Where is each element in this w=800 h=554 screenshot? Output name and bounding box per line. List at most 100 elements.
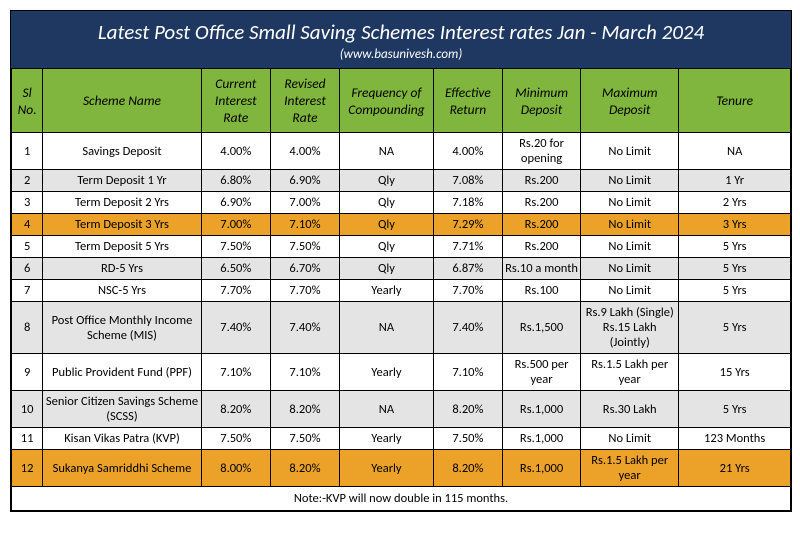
table-row: 9Public Provident Fund (PPF)7.10%7.10%Ye… [12, 354, 791, 391]
cell-sl: 8 [12, 302, 43, 354]
cell-name: Sukanya Samriddhi Scheme [43, 450, 201, 487]
cell-eff: 7.10% [433, 354, 502, 391]
header-row: Sl No. Scheme Name Current Interest Rate… [12, 69, 791, 133]
cell-name: Term Deposit 3 Yrs [43, 214, 201, 236]
col-current: Current Interest Rate [201, 69, 270, 133]
cell-eff: 7.70% [433, 280, 502, 302]
cell-min: Rs.200 [503, 192, 581, 214]
cell-freq: Yearly [340, 354, 434, 391]
cell-ten: 5 Yrs [679, 302, 791, 354]
cell-freq: Yearly [340, 450, 434, 487]
cell-ten: 5 Yrs [679, 258, 791, 280]
table-row: 4Term Deposit 3 Yrs7.00%7.10%Qly7.29%Rs.… [12, 214, 791, 236]
cell-min: Rs.1,000 [503, 428, 581, 450]
cell-rev: 7.10% [270, 354, 339, 391]
cell-sl: 10 [12, 391, 43, 428]
cell-min: Rs.10 a month [503, 258, 581, 280]
cell-eff: 7.18% [433, 192, 502, 214]
cell-max: No Limit [581, 258, 679, 280]
cell-rev: 7.00% [270, 192, 339, 214]
cell-rev: 7.10% [270, 214, 339, 236]
cell-cur: 7.50% [201, 236, 270, 258]
cell-freq: Qly [340, 192, 434, 214]
cell-name: Kisan Vikas Patra (KVP) [43, 428, 201, 450]
cell-ten: 21 Yrs [679, 450, 791, 487]
cell-rev: 7.50% [270, 428, 339, 450]
cell-cur: 6.80% [201, 170, 270, 192]
cell-freq: NA [340, 133, 434, 170]
footnote: Note:-KVP will now double in 115 months. [12, 487, 791, 511]
cell-min: Rs.1,000 [503, 391, 581, 428]
cell-max: Rs.9 Lakh (Single) Rs.15 Lakh (Jointly) [581, 302, 679, 354]
cell-name: NSC-5 Yrs [43, 280, 201, 302]
cell-freq: NA [340, 391, 434, 428]
table-row: 11Kisan Vikas Patra (KVP)7.50%7.50%Yearl… [12, 428, 791, 450]
cell-name: RD-5 Yrs [43, 258, 201, 280]
cell-cur: 7.50% [201, 428, 270, 450]
cell-ten: 1 Yr [679, 170, 791, 192]
cell-name: Senior Citizen Savings Scheme (SCSS) [43, 391, 201, 428]
cell-freq: Qly [340, 170, 434, 192]
col-scheme: Scheme Name [43, 69, 201, 133]
table-row: 12Sukanya Samriddhi Scheme8.00%8.20%Year… [12, 450, 791, 487]
cell-sl: 3 [12, 192, 43, 214]
cell-eff: 8.20% [433, 391, 502, 428]
cell-eff: 7.40% [433, 302, 502, 354]
cell-max: Rs.1.5 Lakh per year [581, 354, 679, 391]
cell-rev: 7.70% [270, 280, 339, 302]
table-body: 1Savings Deposit4.00%4.00%NA4.00%Rs.20 f… [12, 133, 791, 487]
cell-ten: 3 Yrs [679, 214, 791, 236]
cell-freq: NA [340, 302, 434, 354]
cell-name: Term Deposit 5 Yrs [43, 236, 201, 258]
cell-cur: 7.70% [201, 280, 270, 302]
cell-sl: 5 [12, 236, 43, 258]
cell-sl: 7 [12, 280, 43, 302]
table-row: 2Term Deposit 1 Yr6.80%6.90%Qly7.08%Rs.2… [12, 170, 791, 192]
table-row: 3Term Deposit 2 Yrs6.90%7.00%Qly7.18%Rs.… [12, 192, 791, 214]
table-row: 8Post Office Monthly Income Scheme (MIS)… [12, 302, 791, 354]
cell-freq: Yearly [340, 428, 434, 450]
main-title: Latest Post Office Small Saving Schemes … [15, 19, 787, 45]
cell-freq: Qly [340, 214, 434, 236]
cell-freq: Yearly [340, 280, 434, 302]
cell-min: Rs.100 [503, 280, 581, 302]
rates-table: Sl No. Scheme Name Current Interest Rate… [11, 68, 791, 511]
cell-rev: 4.00% [270, 133, 339, 170]
cell-eff: 7.50% [433, 428, 502, 450]
cell-eff: 7.08% [433, 170, 502, 192]
cell-sl: 2 [12, 170, 43, 192]
table-row: 10Senior Citizen Savings Scheme (SCSS) 8.… [12, 391, 791, 428]
cell-max: No Limit [581, 236, 679, 258]
cell-name: Post Office Monthly Income Scheme (MIS) [43, 302, 201, 354]
col-revised: Revised Interest Rate [270, 69, 339, 133]
col-freq: Frequency of Compounding [340, 69, 434, 133]
cell-sl: 4 [12, 214, 43, 236]
cell-min: Rs.200 [503, 236, 581, 258]
table-row: 1Savings Deposit4.00%4.00%NA4.00%Rs.20 f… [12, 133, 791, 170]
footnote-row: Note:-KVP will now double in 115 months. [12, 487, 791, 511]
col-eff: Effective Return [433, 69, 502, 133]
cell-min: Rs.200 [503, 214, 581, 236]
col-max: Maximum Deposit [581, 69, 679, 133]
cell-min: Rs.200 [503, 170, 581, 192]
cell-ten: 123 Months [679, 428, 791, 450]
cell-ten: 5 Yrs [679, 236, 791, 258]
cell-sl: 6 [12, 258, 43, 280]
rates-table-container: Latest Post Office Small Saving Schemes … [10, 10, 792, 512]
cell-rev: 8.20% [270, 450, 339, 487]
cell-cur: 7.10% [201, 354, 270, 391]
cell-eff: 7.71% [433, 236, 502, 258]
cell-max: No Limit [581, 192, 679, 214]
cell-name: Term Deposit 2 Yrs [43, 192, 201, 214]
cell-cur: 6.90% [201, 192, 270, 214]
cell-cur: 7.40% [201, 302, 270, 354]
cell-ten: 5 Yrs [679, 391, 791, 428]
cell-min: Rs.20 for opening [503, 133, 581, 170]
cell-min: Rs.1,500 [503, 302, 581, 354]
cell-max: No Limit [581, 214, 679, 236]
sub-title: (www.basunivesh.com) [15, 47, 787, 62]
table-row: 6RD-5 Yrs6.50%6.70%Qly6.87%Rs.10 a month… [12, 258, 791, 280]
cell-rev: 8.20% [270, 391, 339, 428]
cell-max: No Limit [581, 170, 679, 192]
cell-freq: Qly [340, 258, 434, 280]
